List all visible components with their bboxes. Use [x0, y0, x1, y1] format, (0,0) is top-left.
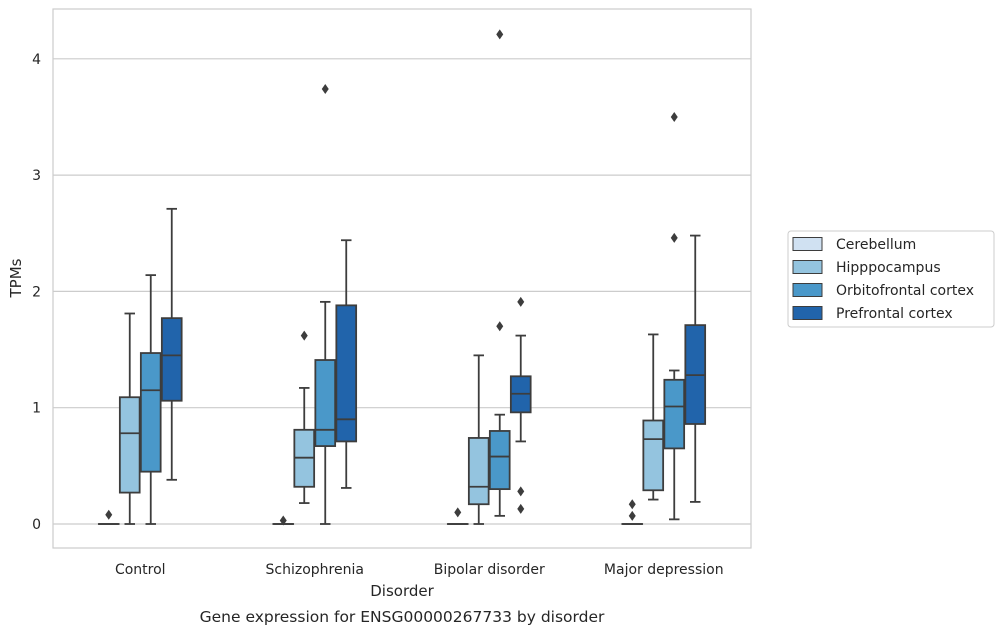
outlier-0: [517, 503, 525, 514]
outlier-0: [279, 515, 287, 526]
outlier-0: [496, 321, 504, 332]
plot-area: [52, 8, 752, 549]
box-2-3: [663, 111, 686, 521]
box-3-1: [335, 239, 358, 489]
box-1-3: [642, 333, 665, 501]
legend-label-1: Hipppocampus: [836, 260, 941, 276]
legend-label-3: Prefrontal cortex: [836, 306, 953, 322]
outlier-0: [300, 330, 308, 341]
outlier-0: [670, 232, 678, 243]
box-2-1: [314, 84, 337, 525]
box-3-0: [160, 207, 183, 481]
box-iqr: [663, 378, 686, 450]
box-1-2: [467, 354, 490, 525]
box-iqr: [139, 352, 162, 473]
outlier-0: [105, 509, 113, 520]
x-tick-label-2: Bipolar disorder: [434, 562, 545, 578]
legend: Cerebellum Hipppocampus Orbitofrontal cort…: [787, 230, 995, 328]
box-2-0: [139, 274, 162, 525]
box-iqr: [467, 437, 490, 506]
legend-swatch-2: [792, 283, 823, 297]
y-tick-label-3: 3: [32, 168, 41, 184]
legend-swatch-3: [792, 306, 823, 320]
legend-swatch-1: [792, 260, 823, 274]
box-0-2: [446, 507, 469, 525]
y-tick-label-4: 4: [32, 52, 41, 68]
box-1-1: [293, 330, 316, 504]
box-iqr: [335, 304, 358, 443]
box-0-0: [97, 509, 120, 525]
outlier-0: [321, 84, 329, 95]
legend-swatch-0: [792, 237, 823, 251]
outlier-0: [454, 507, 462, 518]
outlier-2: [517, 296, 525, 307]
outlier-1: [517, 486, 525, 497]
outlier-0: [628, 510, 636, 521]
box-0-1: [272, 515, 295, 526]
box-1-0: [118, 312, 141, 525]
y-tick-labels: 0 1 2 3 4: [32, 52, 41, 533]
box-3-3: [684, 234, 707, 503]
box-iqr: [314, 359, 337, 447]
box-iqr: [488, 430, 511, 491]
outlier-1: [670, 111, 678, 122]
outlier-1: [496, 29, 504, 40]
box-iqr: [118, 396, 141, 494]
box-iqr: [642, 419, 665, 492]
legend-label-0: Cerebellum: [836, 237, 916, 253]
y-tick-label-1: 1: [32, 401, 41, 417]
chart-caption: Gene expression for ENSG00000267733 by d…: [200, 608, 605, 626]
box-3-2: [509, 296, 532, 514]
legend-frame: [787, 230, 995, 328]
box-0-3: [621, 499, 644, 525]
x-tick-label-3: Major depression: [604, 562, 724, 578]
outlier-1: [628, 499, 636, 510]
box-2-2: [488, 29, 511, 517]
y-tick-label-0: 0: [32, 517, 41, 533]
x-tick-label-0: Control: [115, 562, 166, 578]
legend-label-2: Orbitofrontal cortex: [836, 283, 974, 299]
x-axis-label: Disorder: [370, 582, 434, 600]
boxes: [97, 29, 707, 526]
x-tick-labels: Control Schizophrenia Bipolar disorder Majo…: [115, 562, 724, 578]
box-iqr: [160, 317, 183, 402]
x-tick-label-1: Schizophrenia: [266, 562, 364, 578]
y-axis-label: TPMs: [7, 258, 25, 298]
y-tick-label-2: 2: [32, 284, 41, 300]
